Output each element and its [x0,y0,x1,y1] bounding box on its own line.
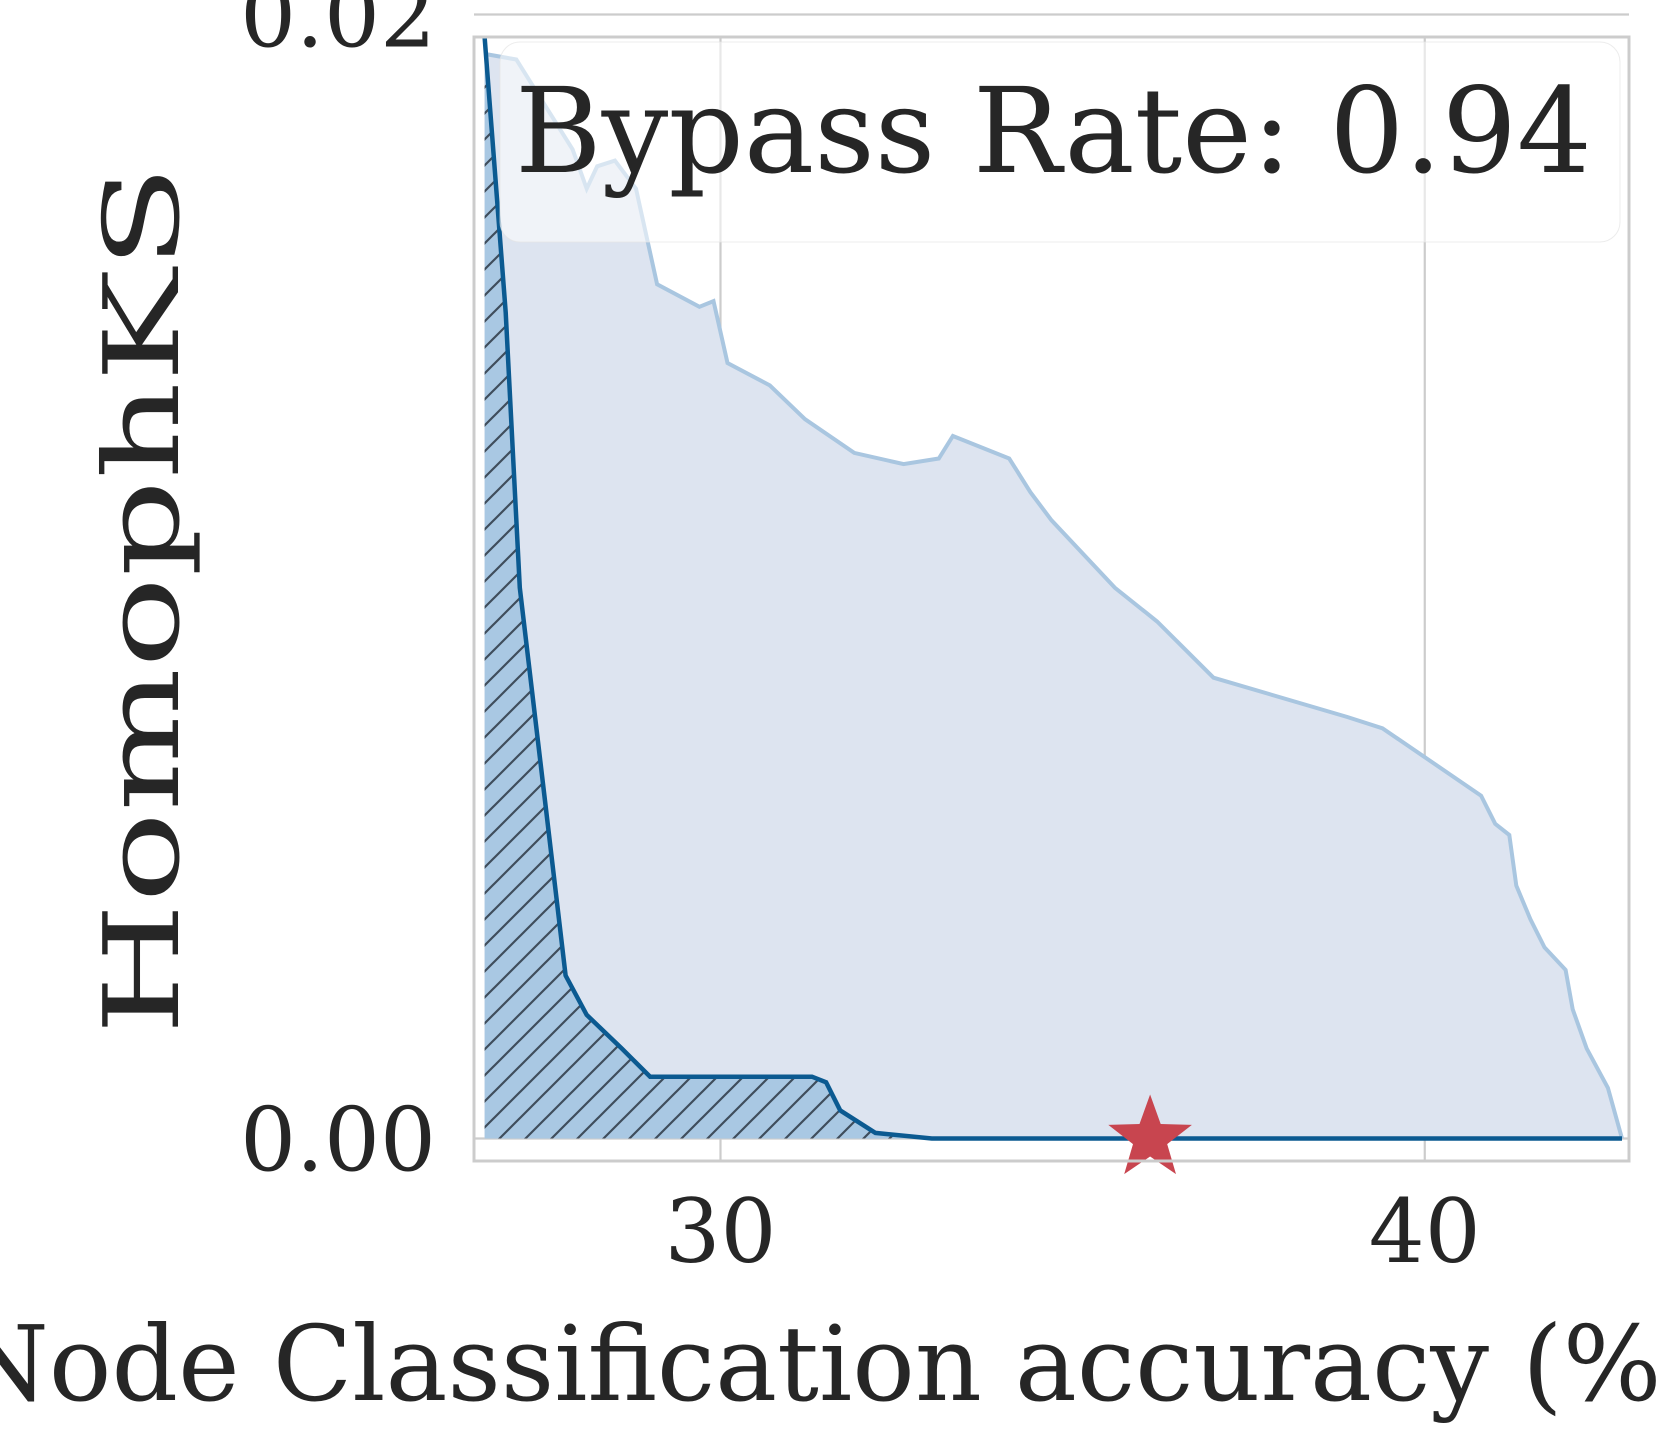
y-axis-label: HomophKS [81,165,203,1035]
y-tick-label: 0.02 [240,0,436,68]
star-marker [1108,1094,1192,1175]
plot-frame [472,35,1631,1163]
x-tick-label: 30 [665,1180,777,1283]
x-axis-label: Node Classification accuracy (%) [0,1303,1661,1425]
x-tick-label: 40 [1369,1180,1481,1283]
annotation-box [499,41,1621,243]
outer-envelope-area [484,53,1623,1139]
y-tick-label: 0.00 [240,1089,436,1192]
x-axis-ticks: 30 40 [665,1180,1481,1283]
y-axis-ticks: 0.00 0.02 [240,0,436,1192]
bypass-rate-annotation: Bypass Rate: 0.94 [515,62,1592,200]
inner-curve-line [482,37,1622,1141]
